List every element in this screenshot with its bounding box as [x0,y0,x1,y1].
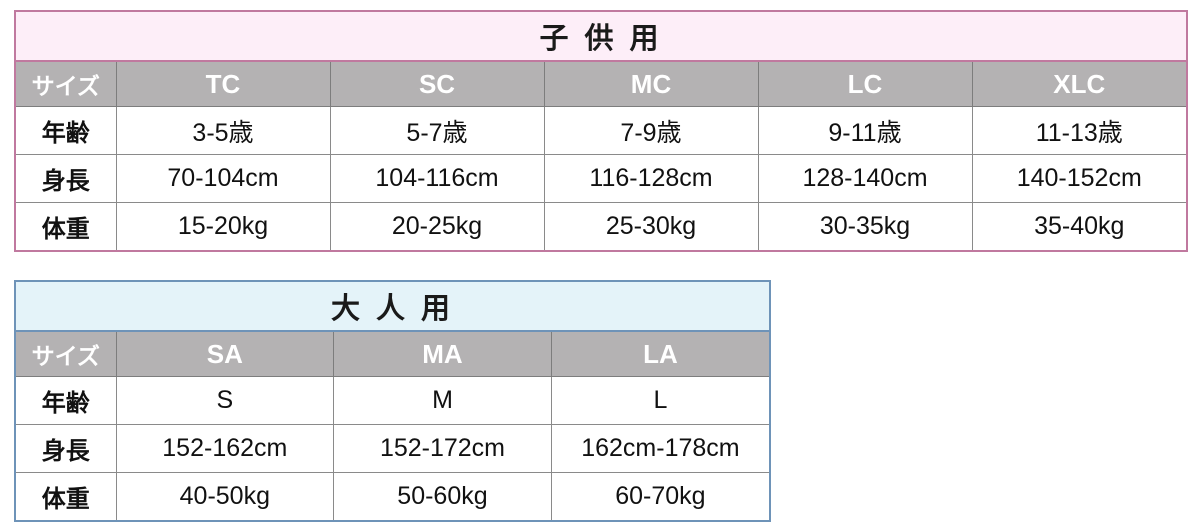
value-cell: 140-152cm [971,154,1186,203]
value-cell: 30-35kg [757,202,973,250]
child-size-table: 子 供 用 サイズ TC SC MC LC XLC 年齢 3-5歳 5-7歳 7… [14,10,1188,252]
value-cell: 3-5歳 [115,106,331,155]
value-cell: L [550,376,769,425]
adult-table-title-row: 大 人 用 [16,282,769,332]
column-header-sc: SC [329,61,545,107]
child-table-title-row: 子 供 用 [16,12,1186,62]
row-label-age: 年齢 [16,376,117,425]
row-label-height: 身長 [16,154,117,203]
child-age-row: 年齢 3-5歳 5-7歳 7-9歳 9-11歳 11-13歳 [16,106,1186,155]
value-cell: S [115,376,335,425]
value-cell: 9-11歳 [757,106,973,155]
value-cell: 128-140cm [757,154,973,203]
adult-weight-row: 体重 40-50kg 50-60kg 60-70kg [16,472,769,520]
row-label-height: 身長 [16,424,117,473]
column-header-tc: TC [115,61,331,107]
size-corner-header: サイズ [16,61,117,107]
value-cell: 104-116cm [329,154,545,203]
value-cell: 15-20kg [115,202,331,250]
value-cell: 20-25kg [329,202,545,250]
value-cell: 7-9歳 [543,106,759,155]
child-size-table-grid: 子 供 用 サイズ TC SC MC LC XLC 年齢 3-5歳 5-7歳 7… [16,12,1186,250]
adult-size-table: 大 人 用 サイズ SA MA LA 年齢 S M L 身長 152-162cm… [14,280,771,522]
child-table-header-row: サイズ TC SC MC LC XLC [16,61,1186,107]
value-cell: 152-172cm [333,424,552,473]
value-cell: 116-128cm [543,154,759,203]
value-cell: 40-50kg [115,472,335,520]
row-label-weight: 体重 [16,472,117,520]
child-table-title: 子 供 用 [16,12,1186,62]
value-cell: 50-60kg [333,472,552,520]
column-header-sa: SA [115,331,335,377]
adult-table-title: 大 人 用 [16,282,769,332]
value-cell: 5-7歳 [329,106,545,155]
value-cell: 162cm-178cm [550,424,769,473]
column-header-la: LA [550,331,769,377]
child-weight-row: 体重 15-20kg 20-25kg 25-30kg 30-35kg 35-40… [16,202,1186,250]
value-cell: 60-70kg [550,472,769,520]
child-height-row: 身長 70-104cm 104-116cm 116-128cm 128-140c… [16,154,1186,203]
value-cell: 152-162cm [115,424,335,473]
value-cell: M [333,376,552,425]
row-label-weight: 体重 [16,202,117,250]
value-cell: 70-104cm [115,154,331,203]
column-header-xlc: XLC [971,61,1186,107]
adult-size-table-grid: 大 人 用 サイズ SA MA LA 年齢 S M L 身長 152-162cm… [16,282,769,520]
column-header-mc: MC [543,61,759,107]
adult-age-row: 年齢 S M L [16,376,769,425]
value-cell: 25-30kg [543,202,759,250]
adult-height-row: 身長 152-162cm 152-172cm 162cm-178cm [16,424,769,473]
row-label-age: 年齢 [16,106,117,155]
size-corner-header: サイズ [16,331,117,377]
value-cell: 11-13歳 [971,106,1186,155]
adult-table-header-row: サイズ SA MA LA [16,331,769,377]
column-header-lc: LC [757,61,973,107]
value-cell: 35-40kg [971,202,1186,250]
column-header-ma: MA [333,331,552,377]
